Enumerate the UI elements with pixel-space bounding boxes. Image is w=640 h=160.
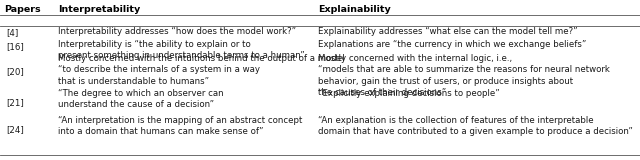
- Text: Explanations are “the currency in which we exchange beliefs”: Explanations are “the currency in which …: [318, 40, 586, 49]
- Text: Mostly concerned with the intuitions behind the output of a model
“to describe t: Mostly concerned with the intuitions beh…: [58, 54, 344, 86]
- Text: Interpretability addresses “how does the model work?”: Interpretability addresses “how does the…: [58, 27, 296, 36]
- Text: [4]: [4]: [6, 28, 19, 37]
- Text: Interpretability is “the ability to explain or to
present something in understan: Interpretability is “the ability to expl…: [58, 40, 305, 60]
- Text: [20]: [20]: [6, 68, 24, 76]
- Text: [16]: [16]: [6, 43, 24, 52]
- Text: “Explicitly explaining decisions to people”: “Explicitly explaining decisions to peop…: [318, 89, 500, 98]
- Text: Explainability: Explainability: [318, 5, 391, 14]
- Text: [21]: [21]: [6, 99, 24, 108]
- Text: Explainability addresses “what else can the model tell me?”: Explainability addresses “what else can …: [318, 27, 578, 36]
- Text: “The degree to which an observer can
understand the cause of a decision”: “The degree to which an observer can und…: [58, 89, 223, 109]
- Text: “An explanation is the collection of features of the interpretable
domain that h: “An explanation is the collection of fea…: [318, 116, 633, 136]
- Text: Interpretability: Interpretability: [58, 5, 140, 14]
- Text: “An interpretation is the mapping of an abstract concept
into a domain that huma: “An interpretation is the mapping of an …: [58, 116, 302, 136]
- Text: [24]: [24]: [6, 125, 24, 135]
- Text: Papers: Papers: [4, 5, 40, 14]
- Text: Mostly concerned with the internal logic, i.e.,
“models that are able to summari: Mostly concerned with the internal logic…: [318, 54, 610, 97]
